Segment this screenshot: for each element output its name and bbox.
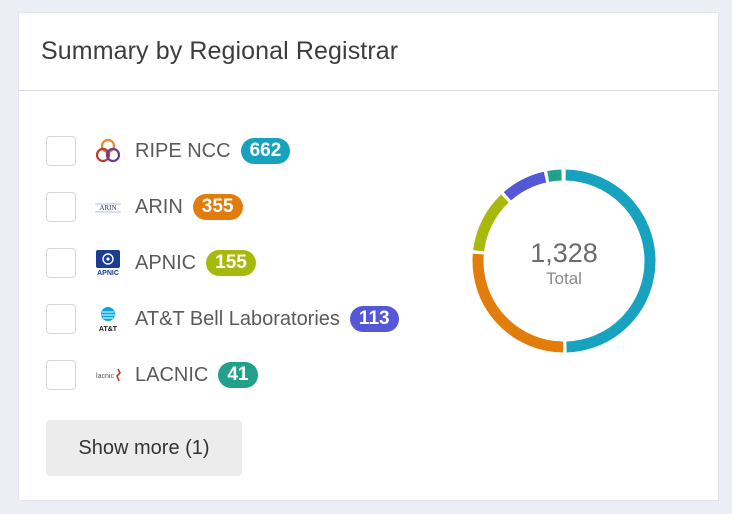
registrar-donut-chart: 1,328 Total — [472, 169, 656, 353]
registrar-label: APNIC — [135, 251, 197, 274]
registrar-row-ripe-ncc: RIPE NCC 662 — [46, 134, 291, 168]
show-more-button[interactable]: Show more (1) — [46, 420, 242, 476]
arin-logo: ARIN — [94, 193, 122, 221]
count-badge: 355 — [192, 194, 243, 220]
total-value: 1,328 — [530, 238, 598, 268]
registrar-label: RIPE NCC — [135, 139, 231, 162]
checkbox-ripe-ncc[interactable] — [46, 136, 76, 166]
lacnic-logo-text: lacnic — [96, 373, 114, 380]
registrar-label: ARIN — [135, 195, 183, 218]
arin-logo-text: ARIN — [99, 204, 116, 212]
count-badge: 113 — [349, 306, 399, 332]
ripe-ncc-logo — [94, 137, 122, 165]
donut-segment-arin[interactable] — [472, 253, 564, 353]
count-badge: 41 — [218, 362, 258, 388]
lacnic-logo: lacnic — [94, 361, 122, 389]
donut-segment-ripe-ncc[interactable] — [565, 169, 656, 353]
registrar-row-lacnic: lacnic LACNIC 41 — [46, 358, 258, 392]
att-logo-text: AT&T — [99, 326, 118, 333]
count-badge: 662 — [240, 138, 291, 164]
donut-segment-lacnic[interactable] — [547, 169, 562, 182]
checkbox-apnic[interactable] — [46, 248, 76, 278]
registrar-label: AT&T Bell Laboratories — [135, 307, 340, 330]
card-header: Summary by Regional Registrar — [19, 13, 718, 91]
donut-segment-apnic[interactable] — [473, 194, 509, 252]
apnic-logo-text: APNIC — [97, 270, 119, 277]
att-logo: AT&T — [94, 305, 122, 333]
card-title: Summary by Regional Registrar — [41, 37, 399, 65]
checkbox-arin[interactable] — [46, 192, 76, 222]
checkbox-lacnic[interactable] — [46, 360, 76, 390]
checkbox-att[interactable] — [46, 304, 76, 334]
registrar-row-att: AT&T AT&T Bell Laboratories 113 — [46, 302, 399, 336]
apnic-logo: APNIC — [94, 249, 122, 277]
count-badge: 155 — [206, 250, 256, 276]
donut-segment-at-t-bell-laboratories[interactable] — [503, 171, 547, 201]
regional-registrar-card: Summary by Regional Registrar RIPE NCC 6… — [18, 12, 719, 501]
registrar-label: LACNIC — [135, 363, 209, 386]
registrar-row-apnic: APNIC APNIC 155 — [46, 246, 256, 280]
total-label: Total — [546, 269, 582, 288]
registrar-row-arin: ARIN ARIN 355 — [46, 190, 243, 224]
